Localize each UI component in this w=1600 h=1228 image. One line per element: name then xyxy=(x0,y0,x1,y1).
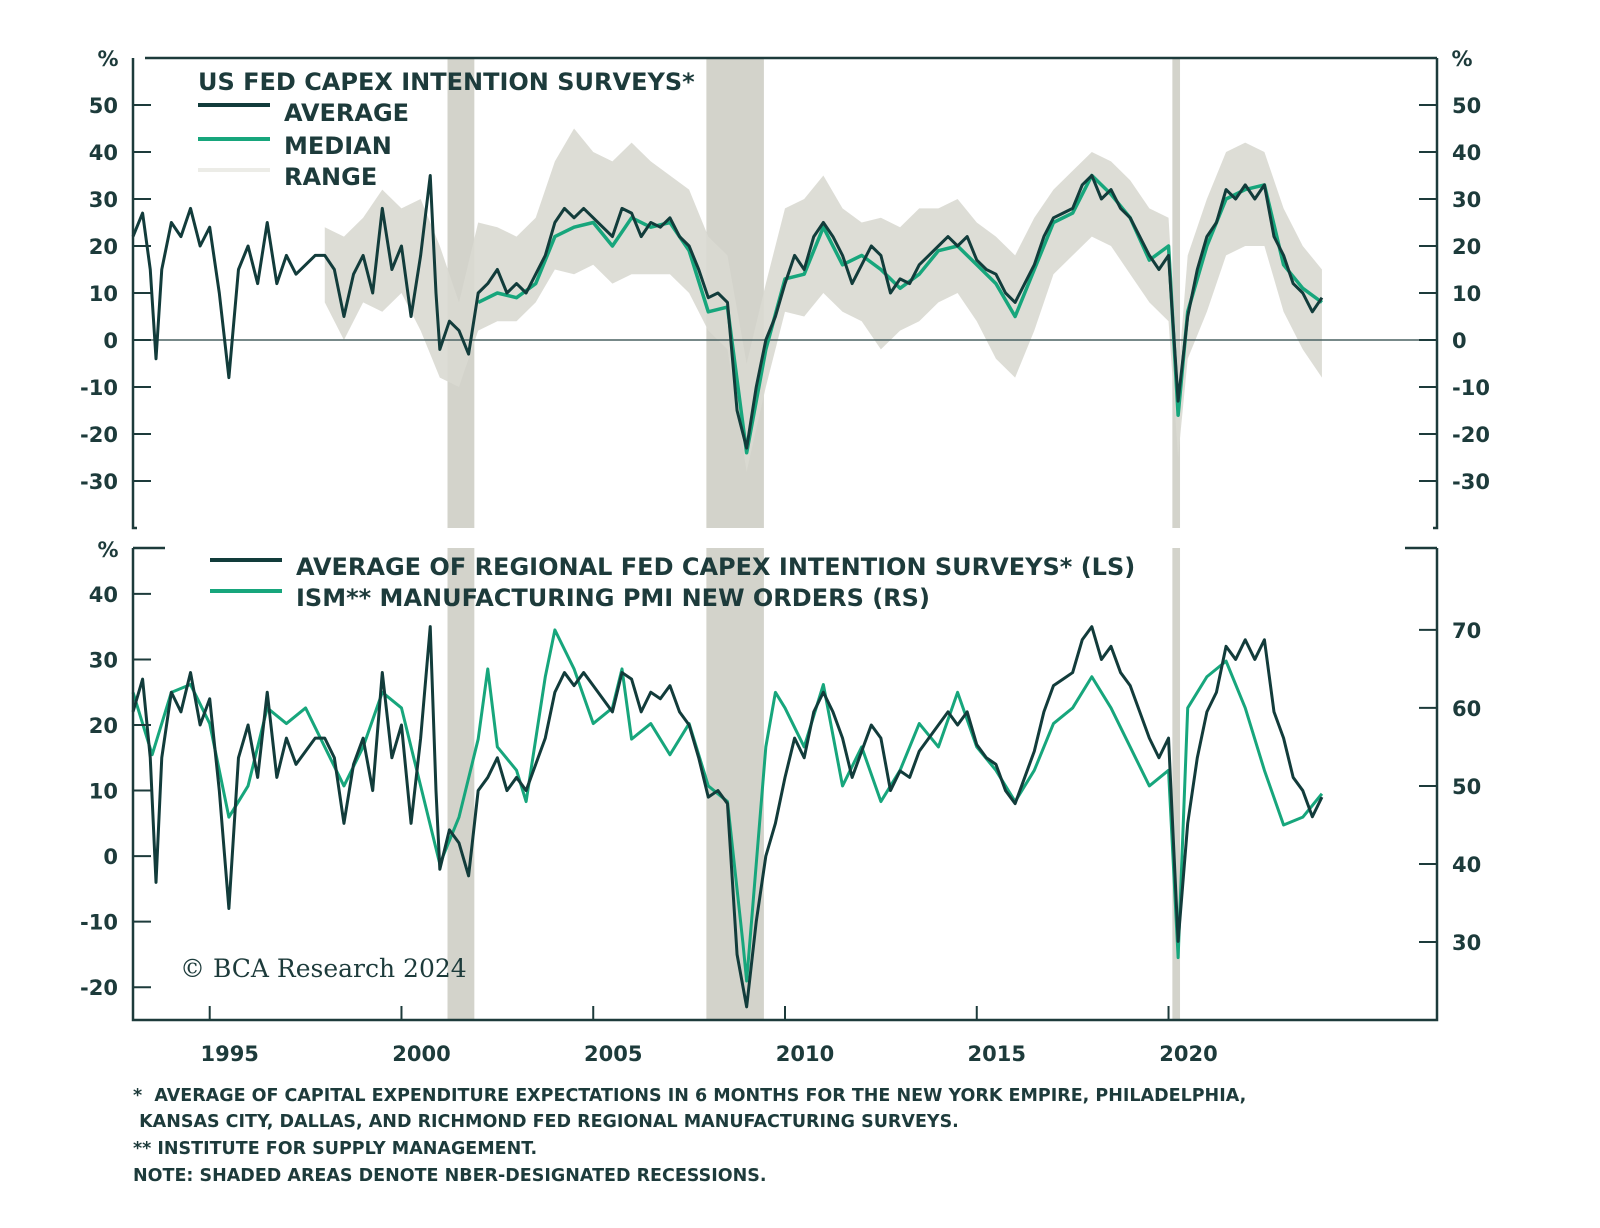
y-tick-label-left: 30 xyxy=(89,188,118,212)
y-tick-label-left: 10 xyxy=(89,780,118,804)
legend-average: AVERAGE xyxy=(284,99,409,127)
y-tick-label-right: 50 xyxy=(1452,775,1481,799)
recession-band xyxy=(1172,548,1181,1020)
bottom-panel xyxy=(131,625,1324,1009)
x-tick-label: 2010 xyxy=(776,1042,834,1066)
bottom-unit-left: % xyxy=(97,538,118,562)
y-tick-label-right: 50 xyxy=(1452,94,1481,118)
y-tick-label-right: 20 xyxy=(1452,235,1481,259)
y-tick-label-right: 40 xyxy=(1452,853,1481,877)
y-tick-label-right: 70 xyxy=(1452,619,1481,643)
recession-shading xyxy=(447,58,1181,1020)
footnote-3: ** INSTITUTE FOR SUPPLY MANAGEMENT. xyxy=(133,1139,537,1159)
x-tick-label: 2000 xyxy=(392,1042,450,1066)
top-panel xyxy=(131,128,1437,472)
y-tick-label-left: 0 xyxy=(103,845,118,869)
legend-median: MEDIAN xyxy=(284,132,392,160)
y-tick-label-left: -10 xyxy=(80,911,118,935)
x-tick-label: 1995 xyxy=(200,1042,258,1066)
y-tick-label-right: -10 xyxy=(1452,376,1490,400)
legend-range: RANGE xyxy=(284,163,377,191)
y-tick-label-left: 10 xyxy=(89,282,118,306)
y-tick-label-right: -30 xyxy=(1452,470,1490,494)
y-tick-label-right: 10 xyxy=(1452,282,1481,306)
y-tick-label-right: 30 xyxy=(1452,931,1481,955)
footnote-1: * AVERAGE OF CAPITAL EXPENDITURE EXPECTA… xyxy=(133,1086,1246,1106)
y-tick-label-left: -20 xyxy=(80,423,118,447)
legend-average-ls: AVERAGE OF REGIONAL FED CAPEX INTENTION … xyxy=(296,553,1135,581)
y-tick-label-right: 40 xyxy=(1452,141,1481,165)
y-tick-label-left: 20 xyxy=(89,714,118,738)
y-tick-label-left: 40 xyxy=(89,141,118,165)
top-unit-left: % xyxy=(97,47,118,71)
recession-band xyxy=(447,548,475,1020)
y-tick-label-left: 30 xyxy=(89,648,118,672)
average-line-ls xyxy=(131,625,1324,1009)
x-tick-label: 2015 xyxy=(968,1042,1026,1066)
recession-band xyxy=(706,548,764,1020)
y-tick-label-left: 0 xyxy=(103,329,118,353)
y-tick-label-left: 50 xyxy=(89,94,118,118)
y-tick-label-right: 60 xyxy=(1452,697,1481,721)
y-tick-label-left: -30 xyxy=(80,470,118,494)
y-tick-label-right: 0 xyxy=(1452,329,1467,353)
y-tick-label-left: 40 xyxy=(89,583,118,607)
footnote-2: KANSAS CITY, DALLAS, AND RICHMOND FED RE… xyxy=(133,1112,959,1132)
top-panel-frame xyxy=(131,56,1439,530)
copyright: © BCA Research 2024 xyxy=(180,954,467,983)
average-line xyxy=(131,174,1324,450)
top-panel-title: US FED CAPEX INTENTION SURVEYS* xyxy=(198,68,695,96)
x-tick-label: 2020 xyxy=(1159,1042,1217,1066)
y-tick-label-right: 30 xyxy=(1452,188,1481,212)
y-tick-label-left: -20 xyxy=(80,976,118,1000)
legend-ism: ISM** MANUFACTURING PMI NEW ORDERS (RS) xyxy=(296,584,930,612)
y-tick-label-left: 20 xyxy=(89,235,118,259)
x-tick-label: 2005 xyxy=(584,1042,642,1066)
y-tick-label-right: -20 xyxy=(1452,423,1490,447)
recession-band xyxy=(1172,58,1181,528)
y-tick-label-left: -10 xyxy=(80,376,118,400)
top-unit-right: % xyxy=(1451,47,1472,71)
footnote-4: NOTE: SHADED AREAS DENOTE NBER-DESIGNATE… xyxy=(133,1166,767,1186)
